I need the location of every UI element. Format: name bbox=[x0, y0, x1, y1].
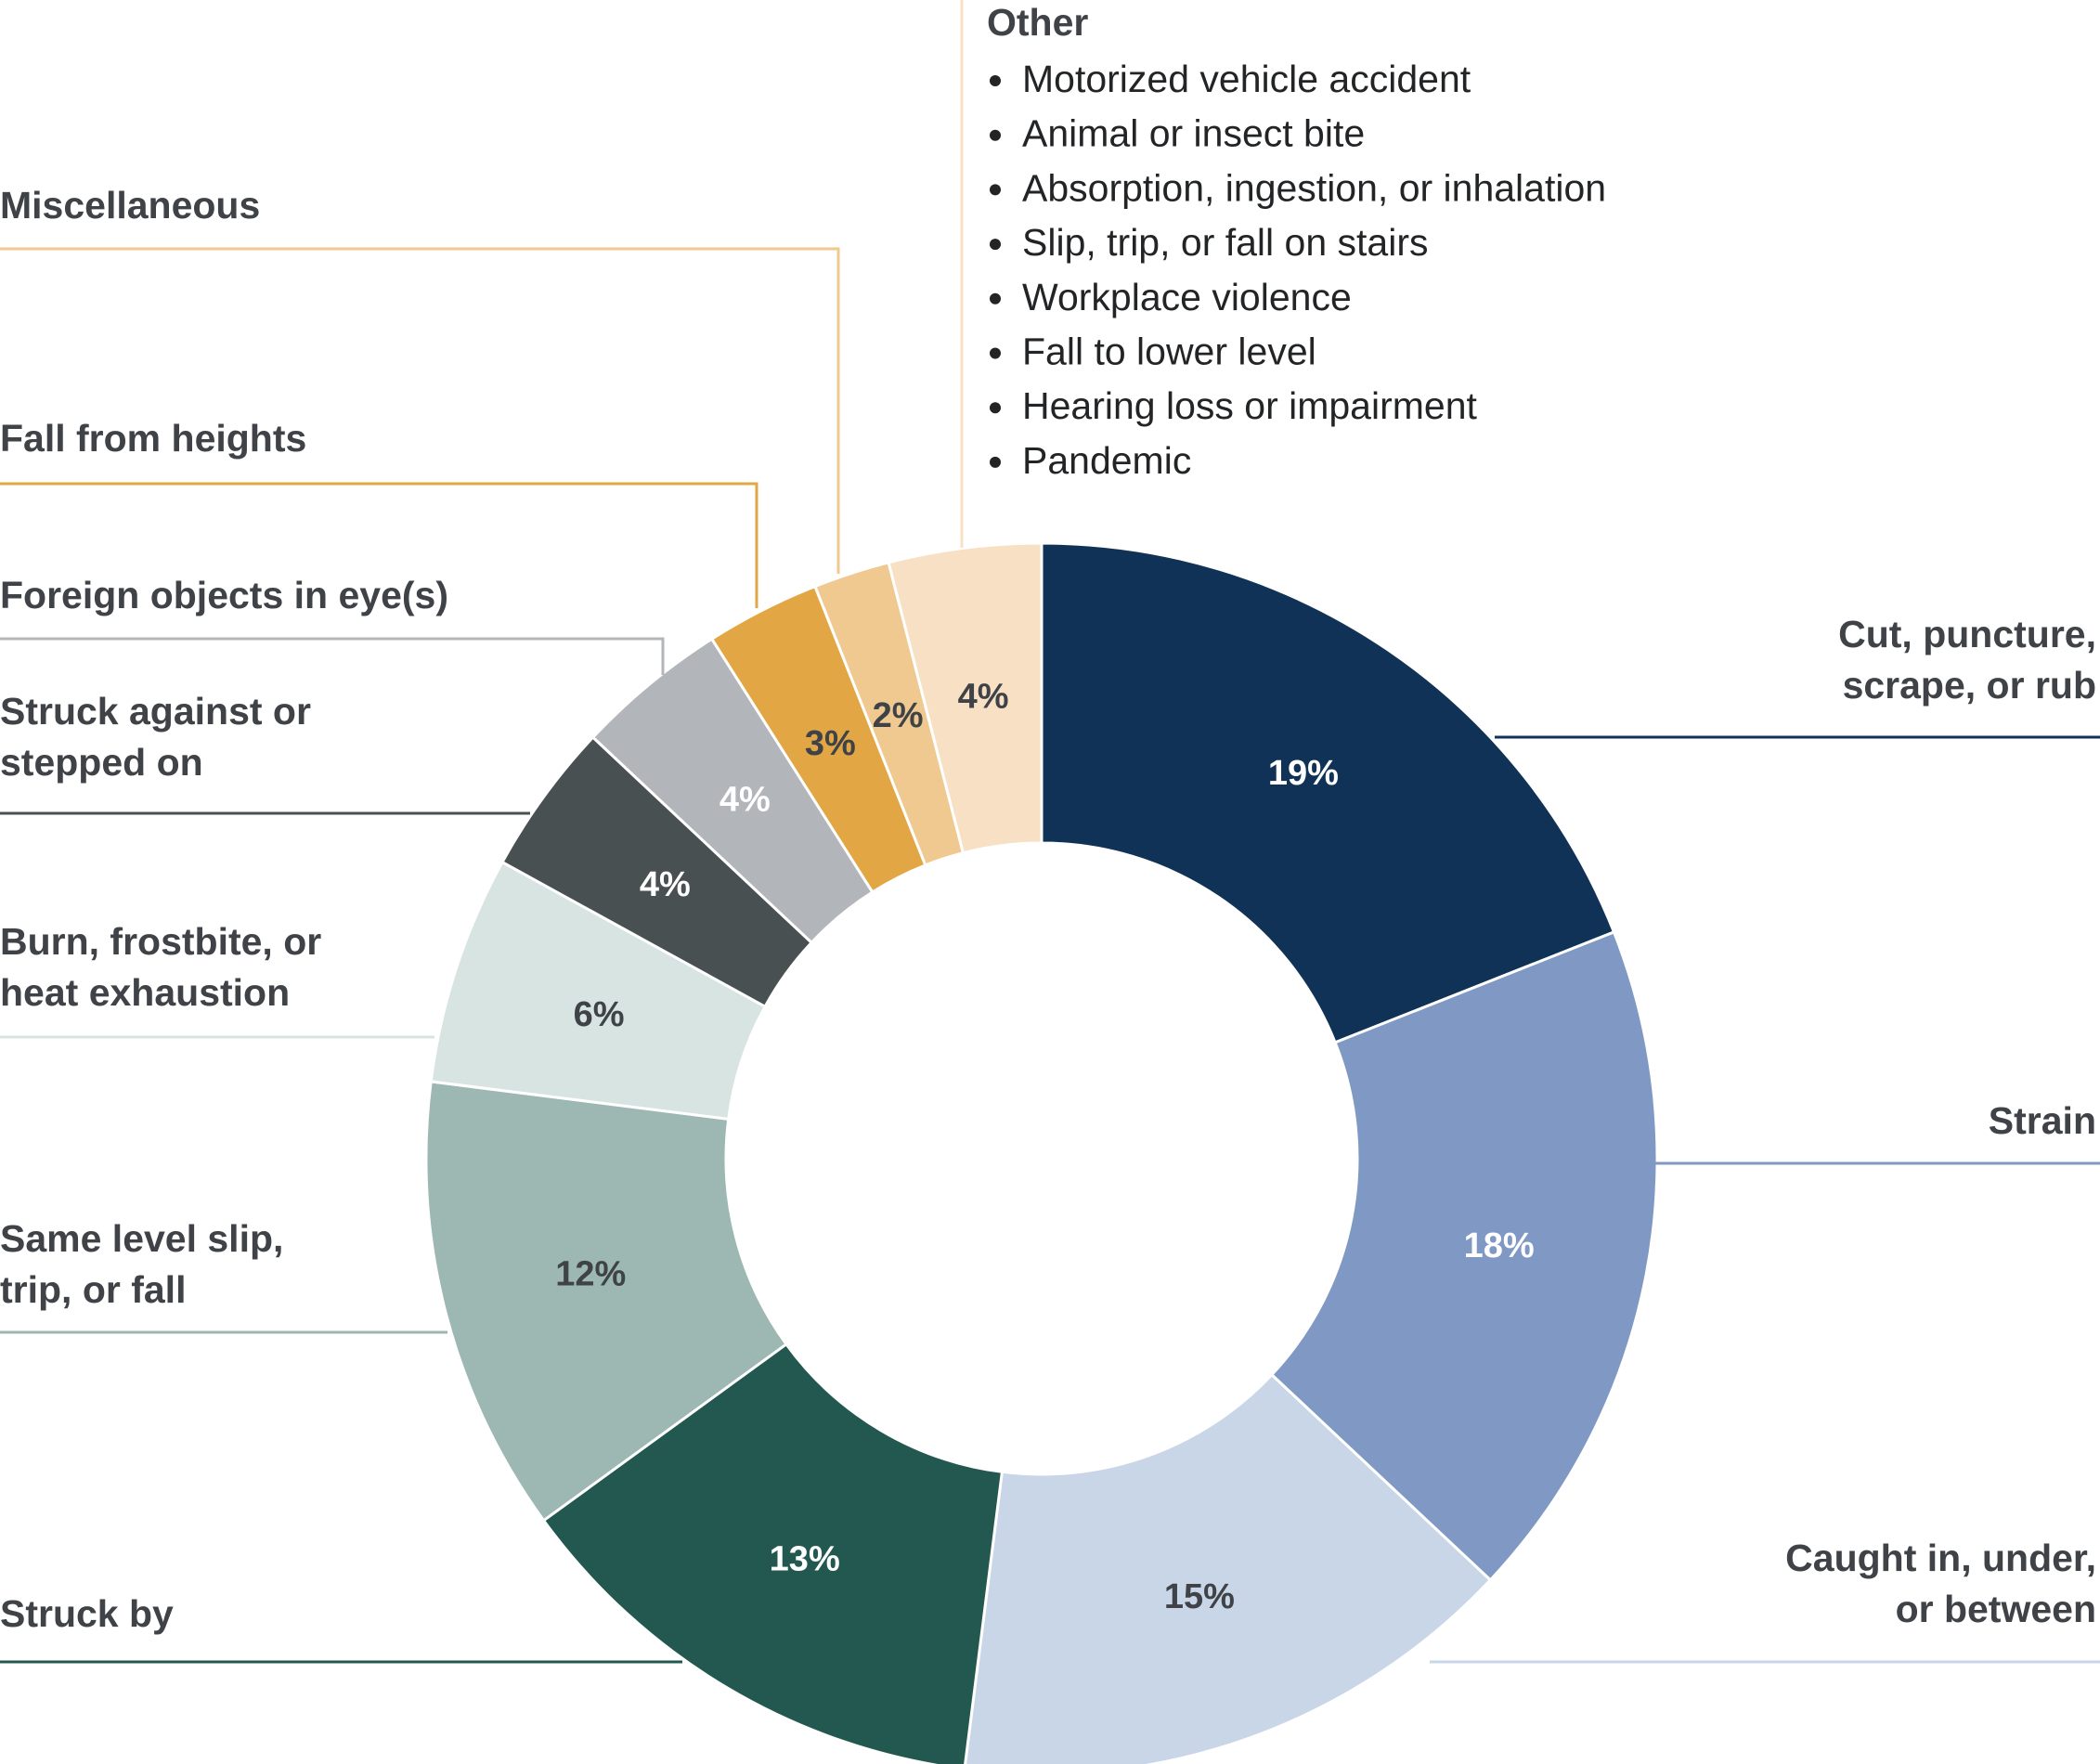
bullet-icon bbox=[990, 402, 1001, 414]
leader-line-foreign-objects-in-eye-s bbox=[0, 637, 665, 675]
percent-label-strain: 18% bbox=[1464, 1226, 1535, 1265]
category-label-miscellaneous: Miscellaneous bbox=[0, 184, 260, 227]
other-item-animal-or-insect-bite: Animal or insect bite bbox=[1022, 112, 1365, 155]
bullet-icon bbox=[990, 184, 1001, 196]
other-item-fall-to-lower-level: Fall to lower level bbox=[1022, 331, 1316, 373]
category-label-strain: Strain bbox=[1989, 1099, 2096, 1142]
percent-label-caught-in-under-or-between: 15% bbox=[1164, 1577, 1235, 1616]
slice-cut-puncture-scrape-or-rub bbox=[1040, 541, 1616, 1044]
percent-label-miscellaneous: 2% bbox=[873, 696, 924, 735]
slice-strain bbox=[1269, 929, 1659, 1582]
bullet-icon bbox=[990, 347, 1001, 359]
percent-label-cut-puncture-scrape-or-rub: 19% bbox=[1268, 754, 1339, 793]
other-item-absorption-ingestion-or-inhalation: Absorption, ingestion, or inhalation bbox=[1022, 166, 1606, 209]
slice-other bbox=[887, 541, 1044, 855]
other-breakdown-title: Other bbox=[987, 1, 1088, 44]
leader-line-miscellaneous bbox=[0, 247, 840, 574]
category-label-struck-against-or-stepped-on: Struck against or stepped on bbox=[0, 690, 311, 784]
percent-label-foreign-objects-in-eye-s: 4% bbox=[719, 781, 771, 820]
percent-label-struck-by: 13% bbox=[770, 1540, 840, 1579]
other-item-slip-trip-or-fall-on-stairs: Slip, trip, or fall on stairs bbox=[1022, 221, 1429, 264]
bullet-icon bbox=[990, 129, 1001, 141]
slice-struck-by bbox=[541, 1342, 1005, 1764]
category-labels: Cut, puncture, scrape, or rub Strain Caught… bbox=[0, 184, 2096, 1635]
category-label-caught-in-under-or-between: Caught in, under, or between bbox=[1785, 1537, 2096, 1630]
other-item-hearing-loss-or-impairment: Hearing loss or impairment bbox=[1022, 384, 1478, 427]
percent-label-other: 4% bbox=[958, 677, 1009, 716]
percent-labels: 19% 18% 15% 13% 12% 6% 4% 4% 3% 2% 4% bbox=[555, 677, 1534, 1615]
category-label-burn-frostbite-or-heat-exhaustion: Burn, frostbite, or heat exhaustion bbox=[0, 920, 321, 1014]
other-item-pandemic: Pandemic bbox=[1022, 439, 1191, 482]
other-breakdown: Other Motorized vehicle accident Animal or… bbox=[987, 1, 1606, 482]
donut-slices bbox=[424, 541, 1659, 1764]
category-label-fall-from-heights: Fall from heights bbox=[0, 417, 306, 460]
category-label-same-level-slip-trip-or-fall: Same level slip, trip, or fall bbox=[0, 1217, 283, 1311]
percent-label-struck-against-or-stepped-on: 4% bbox=[640, 865, 691, 904]
slice-caught-in-under-or-between bbox=[964, 1372, 1493, 1764]
category-label-cut-puncture-scrape-or-rub: Cut, puncture, scrape, or rub bbox=[1838, 613, 2096, 707]
category-label-struck-by: Struck by bbox=[0, 1592, 174, 1635]
percent-label-fall-from-heights: 3% bbox=[805, 724, 856, 763]
bullet-icon bbox=[990, 75, 1001, 86]
percent-label-same-level-slip-trip-or-fall: 12% bbox=[555, 1255, 626, 1294]
slice-same-level-slip-trip-or-fall bbox=[424, 1080, 789, 1523]
bullet-icon bbox=[990, 456, 1001, 468]
leader-line-fall-from-heights bbox=[0, 482, 758, 608]
bullet-icon bbox=[990, 292, 1001, 305]
category-label-foreign-objects-in-eye-s: Foreign objects in eye(s) bbox=[0, 574, 448, 616]
percent-label-burn-frostbite-or-heat-exhaustion: 6% bbox=[574, 995, 625, 1034]
leader-lines bbox=[0, 0, 2100, 1664]
other-item-workplace-violence: Workplace violence bbox=[1022, 276, 1352, 318]
bullet-icon bbox=[990, 239, 1001, 251]
other-item-motorized-vehicle-accident: Motorized vehicle accident bbox=[1022, 58, 1471, 100]
